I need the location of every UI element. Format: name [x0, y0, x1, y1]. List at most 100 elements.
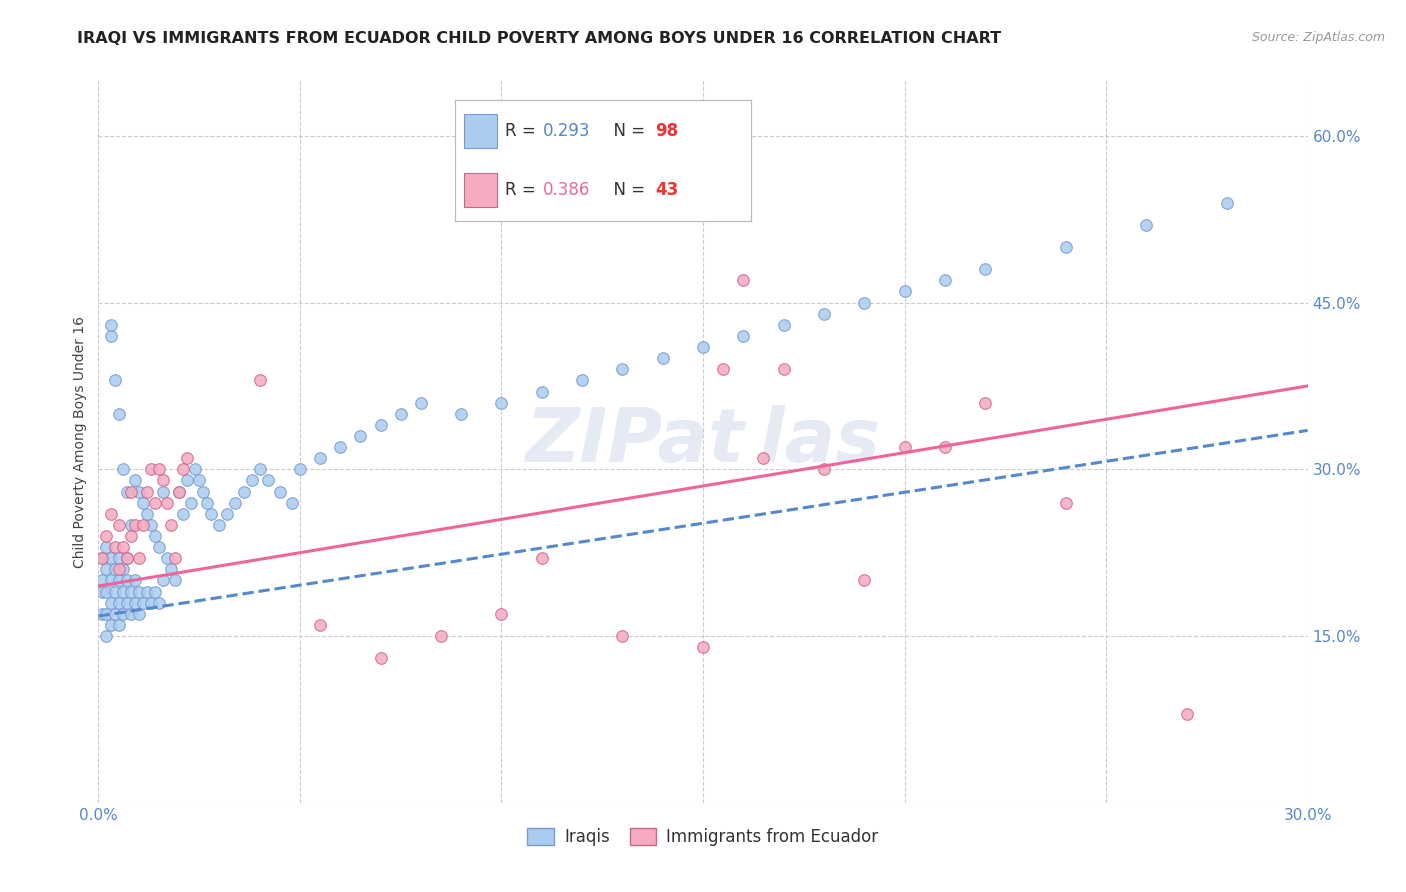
Point [107, 574, 129, 588]
Point [163, 574, 186, 588]
Point [1216, 195, 1239, 210]
Point [103, 607, 125, 621]
Point [195, 496, 218, 510]
Point [91, 551, 114, 566]
Point [156, 496, 179, 510]
Point [115, 574, 138, 588]
Point [91, 551, 114, 566]
Point [143, 496, 166, 510]
Point [711, 362, 734, 376]
Point [813, 307, 835, 321]
Point [100, 507, 122, 521]
Point [100, 329, 122, 343]
Point [103, 584, 125, 599]
Point [111, 607, 134, 621]
Point [115, 596, 138, 610]
Point [571, 373, 593, 387]
Point [193, 484, 215, 499]
Point [148, 462, 170, 476]
Point [200, 507, 222, 521]
Point [139, 517, 162, 532]
Point [772, 318, 794, 332]
Point [135, 584, 157, 599]
Point [152, 474, 174, 488]
Point [148, 540, 170, 554]
Point [139, 462, 162, 476]
Point [143, 529, 166, 543]
Point [135, 507, 157, 521]
Point [176, 474, 198, 488]
Point [160, 517, 183, 532]
Point [249, 373, 271, 387]
Point [160, 562, 183, 576]
Point [96, 529, 118, 543]
Point [111, 462, 134, 476]
Point [128, 607, 150, 621]
Point [409, 395, 432, 409]
Point [132, 496, 155, 510]
Point [103, 562, 125, 576]
Point [176, 451, 198, 466]
Point [733, 329, 755, 343]
Point [612, 629, 634, 643]
Y-axis label: Child Poverty Among Boys Under 16: Child Poverty Among Boys Under 16 [73, 316, 87, 567]
Point [1054, 496, 1077, 510]
Point [491, 395, 513, 409]
Point [180, 496, 202, 510]
Point [188, 474, 211, 488]
Text: IRAQI VS IMMIGRANTS FROM ECUADOR CHILD POVERTY AMONG BOYS UNDER 16 CORRELATION C: IRAQI VS IMMIGRANTS FROM ECUADOR CHILD P… [77, 31, 1001, 46]
Point [934, 273, 956, 287]
Point [240, 474, 263, 488]
Point [974, 395, 997, 409]
Point [934, 440, 956, 454]
Point [96, 584, 118, 599]
Point [91, 607, 114, 621]
Point [148, 596, 170, 610]
Point [370, 417, 392, 432]
Point [309, 451, 332, 466]
Point [256, 474, 278, 488]
Point [1175, 706, 1198, 721]
Point [893, 285, 915, 299]
Point [107, 596, 129, 610]
Point [167, 484, 190, 499]
Point [152, 574, 174, 588]
Point [733, 273, 755, 287]
Point [111, 584, 134, 599]
Point [530, 551, 553, 566]
Point [692, 340, 714, 354]
Point [224, 496, 246, 510]
Point [651, 351, 673, 366]
Point [143, 584, 166, 599]
Point [107, 562, 129, 576]
Point [752, 451, 775, 466]
Point [612, 362, 634, 376]
Point [128, 551, 150, 566]
Point [217, 507, 239, 521]
Point [893, 440, 915, 454]
Point [100, 318, 122, 332]
Point [128, 584, 150, 599]
Point [128, 484, 150, 499]
Point [91, 574, 114, 588]
Legend: Iraqis, Immigrants from Ecuador: Iraqis, Immigrants from Ecuador [517, 818, 889, 856]
Point [111, 540, 134, 554]
Point [853, 574, 876, 588]
Point [288, 462, 311, 476]
Point [813, 462, 835, 476]
Point [120, 517, 142, 532]
Point [96, 629, 118, 643]
Point [853, 295, 876, 310]
Point [103, 540, 125, 554]
Point [172, 507, 194, 521]
Text: ZIPat las: ZIPat las [526, 405, 880, 478]
Point [96, 540, 118, 554]
Point [124, 517, 146, 532]
Point [772, 362, 794, 376]
Point [167, 484, 190, 499]
Point [96, 607, 118, 621]
Point [156, 551, 179, 566]
Point [530, 384, 553, 399]
Point [124, 574, 146, 588]
Point [107, 517, 129, 532]
